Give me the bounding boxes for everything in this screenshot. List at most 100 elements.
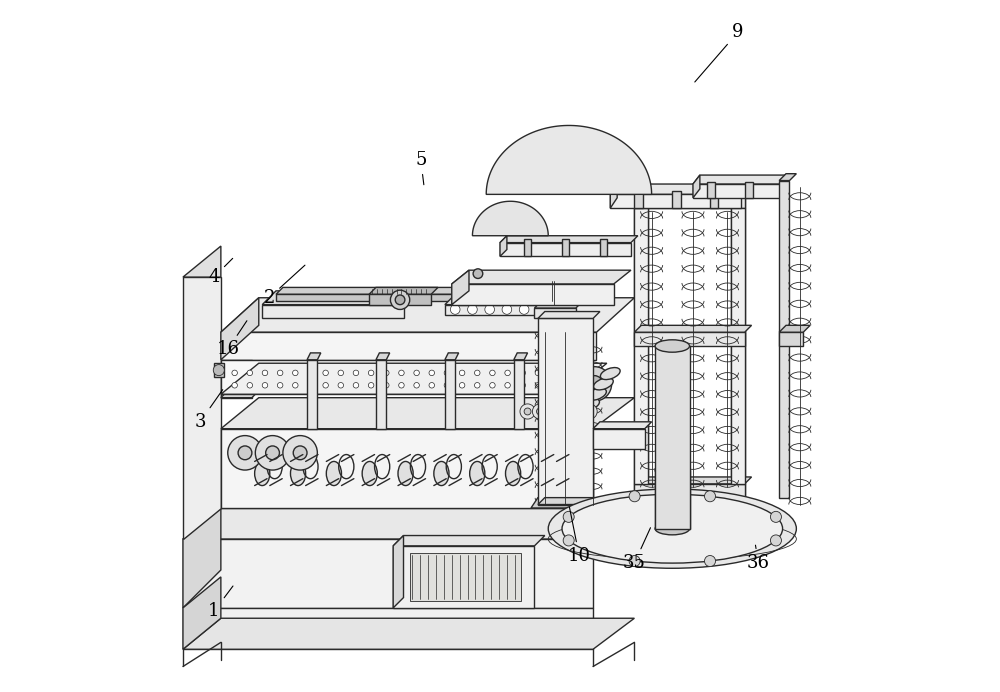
Text: 1: 1 [208, 586, 233, 620]
Circle shape [770, 535, 781, 546]
Polygon shape [538, 318, 593, 504]
Polygon shape [610, 194, 741, 208]
Polygon shape [779, 332, 803, 346]
Circle shape [574, 408, 581, 415]
Polygon shape [183, 577, 221, 649]
Ellipse shape [662, 451, 683, 461]
Text: 2: 2 [263, 265, 305, 307]
Circle shape [705, 556, 716, 567]
Ellipse shape [655, 340, 690, 352]
Circle shape [505, 383, 510, 388]
Circle shape [570, 404, 585, 419]
Polygon shape [634, 194, 745, 208]
Polygon shape [500, 236, 638, 243]
Polygon shape [514, 360, 524, 429]
Polygon shape [634, 325, 752, 332]
Polygon shape [276, 294, 507, 301]
Circle shape [338, 370, 344, 376]
Circle shape [561, 408, 568, 415]
Polygon shape [531, 498, 586, 508]
Ellipse shape [594, 378, 613, 390]
Polygon shape [452, 270, 631, 284]
Polygon shape [524, 239, 531, 257]
Ellipse shape [573, 409, 593, 421]
Polygon shape [634, 332, 745, 346]
Circle shape [535, 383, 541, 388]
Polygon shape [745, 182, 753, 198]
Circle shape [582, 404, 597, 419]
Circle shape [228, 435, 262, 470]
Circle shape [520, 404, 535, 419]
Circle shape [293, 383, 298, 388]
Polygon shape [693, 175, 789, 184]
Polygon shape [610, 184, 617, 208]
Polygon shape [779, 181, 789, 498]
Polygon shape [779, 174, 796, 181]
Polygon shape [634, 188, 752, 194]
Circle shape [429, 370, 435, 376]
Polygon shape [183, 608, 593, 649]
Ellipse shape [362, 462, 377, 486]
Polygon shape [410, 553, 521, 601]
Circle shape [368, 383, 374, 388]
Polygon shape [472, 201, 548, 236]
Circle shape [213, 365, 224, 376]
Polygon shape [634, 188, 655, 194]
Circle shape [414, 370, 419, 376]
Circle shape [586, 408, 593, 415]
Circle shape [399, 370, 404, 376]
Ellipse shape [326, 462, 341, 486]
Polygon shape [445, 360, 455, 429]
Circle shape [505, 370, 510, 376]
Polygon shape [634, 477, 752, 484]
Polygon shape [538, 498, 600, 504]
Circle shape [474, 370, 480, 376]
Polygon shape [307, 360, 317, 429]
Ellipse shape [587, 388, 606, 400]
Polygon shape [693, 175, 700, 198]
Ellipse shape [434, 462, 449, 486]
Polygon shape [731, 208, 745, 484]
Circle shape [308, 370, 313, 376]
Polygon shape [445, 294, 569, 304]
Polygon shape [655, 346, 690, 529]
Ellipse shape [255, 462, 270, 486]
Circle shape [399, 383, 404, 388]
Polygon shape [610, 184, 748, 194]
Circle shape [770, 511, 781, 522]
Polygon shape [600, 239, 607, 257]
Polygon shape [369, 287, 438, 294]
Circle shape [444, 383, 450, 388]
Polygon shape [452, 284, 614, 304]
Circle shape [485, 304, 494, 314]
Polygon shape [593, 429, 645, 449]
Polygon shape [655, 470, 690, 529]
Circle shape [550, 383, 556, 388]
Circle shape [577, 367, 612, 401]
Polygon shape [307, 353, 321, 360]
Circle shape [368, 370, 374, 376]
Polygon shape [376, 360, 386, 429]
Polygon shape [634, 208, 648, 484]
Circle shape [535, 370, 541, 376]
Polygon shape [731, 194, 745, 498]
Circle shape [323, 370, 328, 376]
Polygon shape [221, 429, 593, 508]
Ellipse shape [600, 367, 620, 380]
Ellipse shape [580, 399, 599, 410]
Circle shape [490, 370, 495, 376]
Circle shape [629, 556, 640, 567]
Polygon shape [183, 246, 221, 277]
Polygon shape [634, 484, 745, 498]
Ellipse shape [506, 462, 521, 486]
Polygon shape [221, 429, 593, 508]
Circle shape [459, 370, 465, 376]
Polygon shape [262, 291, 417, 304]
Circle shape [353, 370, 359, 376]
Polygon shape [183, 508, 221, 608]
Circle shape [557, 404, 572, 419]
Text: 5: 5 [415, 151, 426, 185]
Polygon shape [534, 301, 583, 308]
Polygon shape [445, 353, 459, 360]
Text: 36: 36 [747, 545, 770, 572]
